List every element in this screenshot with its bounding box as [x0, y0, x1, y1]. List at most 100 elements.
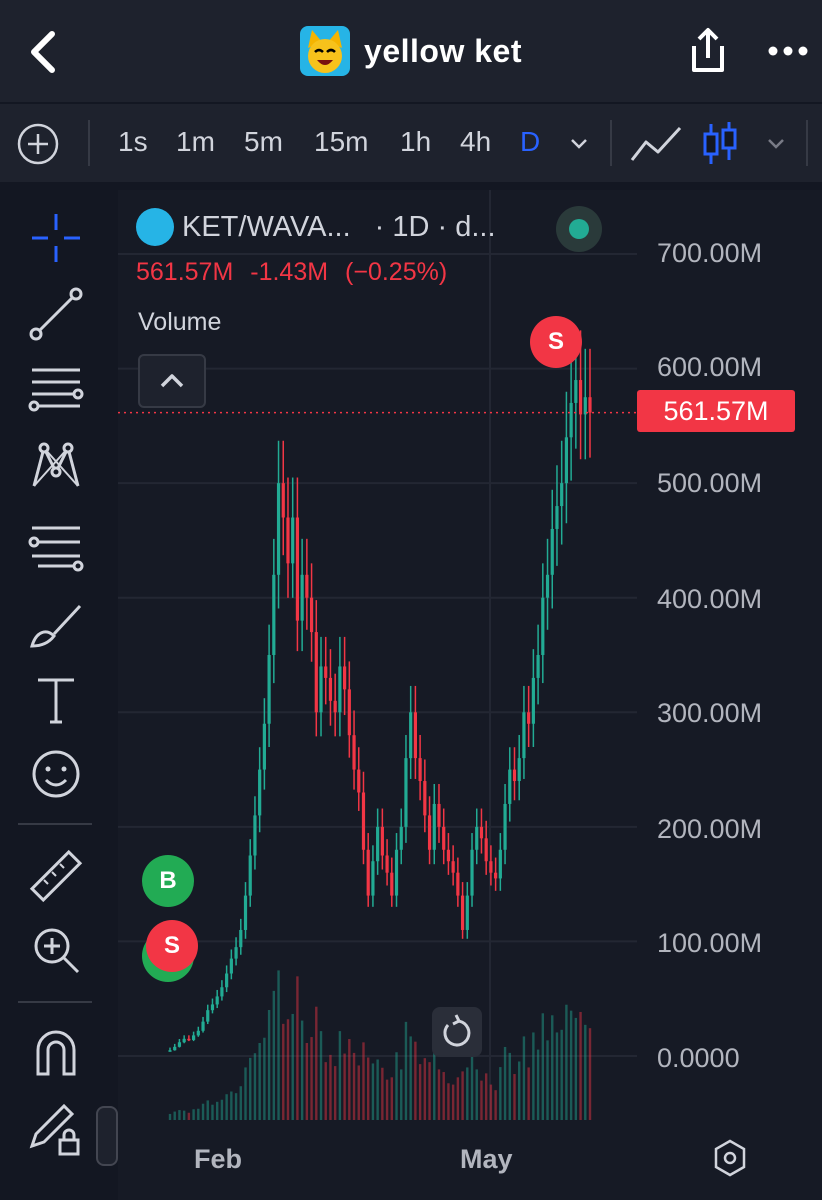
timeframe-1m[interactable]: 1m: [176, 126, 215, 157]
volume-label: Volume: [138, 308, 222, 336]
candle-body: [267, 655, 271, 724]
volume-bar: [400, 1069, 403, 1120]
timeframe-d[interactable]: D: [520, 126, 541, 157]
candle-body: [300, 574, 304, 621]
ruler-icon[interactable]: [24, 844, 88, 908]
volume-bar: [499, 1067, 502, 1120]
candle-body: [229, 958, 233, 974]
timeframe-15m[interactable]: 15m: [314, 126, 369, 157]
magnet-icon[interactable]: [24, 1020, 88, 1084]
chevron-down-icon[interactable]: [764, 132, 788, 156]
sell-marker[interactable]: S: [146, 920, 198, 972]
timeframe-1h[interactable]: 1h: [400, 126, 432, 157]
app-logo: [300, 26, 351, 76]
volume-bar: [244, 1067, 247, 1120]
candle-body: [196, 1030, 200, 1036]
candle-body: [262, 723, 266, 770]
timeframe-1s[interactable]: 1s: [118, 126, 148, 157]
sell-marker[interactable]: S: [530, 316, 582, 368]
volume-bar: [291, 1013, 294, 1120]
brush-icon[interactable]: [24, 592, 88, 656]
candle-body: [588, 397, 592, 413]
candle-body: [309, 597, 314, 633]
trendline-icon[interactable]: [24, 282, 88, 346]
fib-icon[interactable]: [24, 512, 88, 576]
crosshair-icon[interactable]: [24, 206, 88, 270]
settings-icon[interactable]: [712, 1138, 748, 1178]
sidebar-collapse-handle[interactable]: [96, 1106, 118, 1166]
text-icon[interactable]: [24, 668, 88, 732]
back-arrow-icon[interactable]: [22, 28, 66, 76]
candle-body: [276, 483, 281, 575]
pattern-icon[interactable]: [24, 432, 88, 496]
sidebar-divider: [18, 823, 92, 825]
candle-icon[interactable]: [702, 120, 738, 168]
more-icon[interactable]: [766, 36, 810, 66]
volume-bar: [385, 1079, 389, 1120]
chart-canvas[interactable]: [118, 190, 822, 1200]
volume-bar: [348, 1039, 351, 1120]
volume-bar: [508, 1052, 511, 1120]
buy-marker[interactable]: B: [142, 855, 194, 907]
volume-bar: [579, 1011, 582, 1120]
y-tick-label: 600.00M: [657, 352, 763, 382]
emoji-icon[interactable]: [24, 742, 88, 806]
candle-body: [527, 712, 531, 724]
candle-body: [475, 826, 479, 850]
zoom-in-icon[interactable]: [24, 918, 88, 982]
symbol-logo: [136, 208, 174, 246]
volume-bar: [263, 1037, 266, 1120]
volume-bar: [182, 1110, 186, 1120]
volume-bar: [546, 1040, 549, 1120]
volume-bar: [296, 976, 299, 1120]
candle-body: [187, 1038, 191, 1041]
chevron-down-icon[interactable]: [567, 132, 591, 156]
candle-body: [399, 826, 403, 850]
line-chart-icon[interactable]: [630, 124, 682, 164]
lock-pencil-icon[interactable]: [24, 1096, 88, 1160]
candle-body: [522, 712, 526, 759]
candle-body: [583, 397, 587, 415]
volume-bar: [442, 1072, 445, 1120]
candle-body: [328, 677, 333, 701]
candle-body: [220, 987, 224, 997]
candle-body: [253, 815, 257, 856]
candle-body: [243, 895, 248, 930]
volume-bar: [475, 1069, 478, 1120]
volume-bar: [527, 1067, 530, 1120]
candle-body: [286, 517, 290, 564]
candle-body: [191, 1035, 196, 1040]
volume-bar: [310, 1037, 313, 1120]
horizontal-lines-icon[interactable]: [24, 356, 88, 420]
candle-body: [201, 1021, 205, 1031]
volume-bar: [362, 1042, 365, 1120]
volume-bar: [428, 1062, 431, 1120]
volume-bar: [461, 1071, 464, 1120]
volume-bar: [541, 1013, 545, 1120]
volume-bar: [315, 1006, 318, 1120]
add-icon[interactable]: [16, 122, 60, 166]
timeframe-5m[interactable]: 5m: [244, 126, 283, 157]
volume-bar: [220, 1099, 224, 1120]
volume-bar: [503, 1046, 507, 1120]
candle-body: [564, 437, 569, 484]
volume-bar: [395, 1052, 398, 1120]
market-status-icon[interactable]: [556, 206, 602, 252]
volume-bar: [414, 1041, 417, 1120]
timeframe-4h[interactable]: 4h: [460, 126, 492, 157]
candle-body: [347, 689, 351, 736]
volume-bar: [230, 1091, 233, 1120]
candle-body: [545, 574, 550, 598]
candle-body: [512, 769, 517, 782]
chart-legend[interactable]: KET/WAVA... · 1D · d...: [136, 208, 496, 246]
candle-body: [451, 861, 455, 873]
volume-bar: [187, 1112, 191, 1120]
x-tick-label: May: [460, 1144, 513, 1174]
volume-bar: [532, 1032, 535, 1120]
collapse-legend-button[interactable]: [138, 354, 206, 408]
volume-bar: [352, 1052, 356, 1120]
candle-body: [578, 380, 583, 415]
volume-bar: [451, 1084, 455, 1120]
share-icon[interactable]: [688, 26, 728, 76]
reset-icon[interactable]: [432, 1007, 482, 1057]
